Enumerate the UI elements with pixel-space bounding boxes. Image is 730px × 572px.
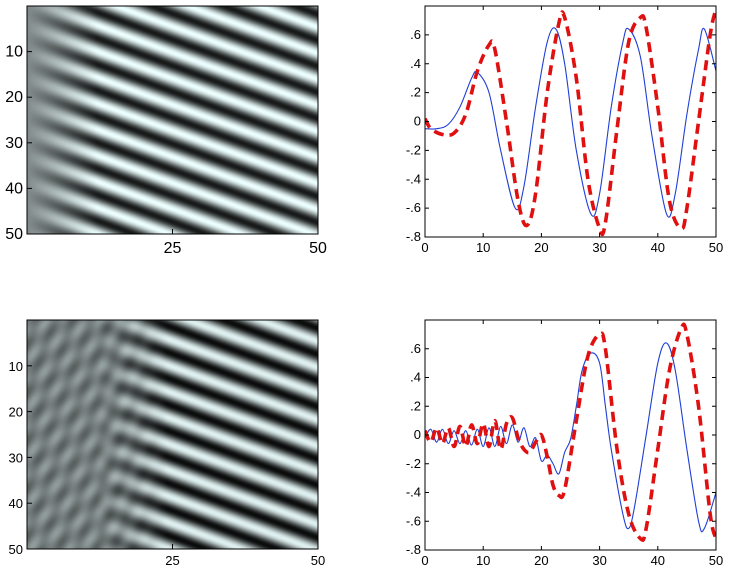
ytick-label: -.8 (406, 542, 421, 557)
series-line-1 (425, 322, 716, 543)
xtick-label: 10 (476, 553, 490, 568)
heatmap-ytick-label: 40 (5, 180, 23, 197)
ytick-label: -.2 (406, 456, 421, 471)
plot-frame (424, 5, 717, 238)
heatmap-ytick-label: 10 (5, 44, 23, 61)
ytick-label: -.6 (406, 200, 421, 215)
ytick-label: -.2 (406, 142, 421, 157)
xtick-label: 40 (651, 240, 665, 255)
ytick-label: .6 (410, 341, 421, 356)
heatmap-panel-0: 10 20 30 40 50 25 50 (5, 5, 327, 257)
heatmap-ytick-label: 50 (5, 226, 23, 243)
ytick-label: .2 (410, 398, 421, 413)
heatmap-ytick-label: 30 (9, 450, 23, 465)
xtick-label: 10 (476, 240, 490, 255)
heatmap-panel-2: 10 20 30 40 50 25 50 (9, 319, 325, 568)
heatmap-image (27, 320, 318, 549)
ytick-label: 0 (414, 114, 421, 129)
ytick-label: 0 (414, 427, 421, 442)
xtick-label: 30 (592, 553, 606, 568)
heatmap-xtick-label: 50 (309, 240, 327, 257)
heatmap-ytick-label: 50 (9, 542, 23, 557)
heatmap-ytick-label: 40 (9, 496, 23, 511)
heatmap-ytick-label: 20 (5, 89, 23, 106)
heatmap-ytick-label: 10 (9, 359, 23, 374)
heatmap-ytick-label: 30 (5, 135, 23, 152)
heatmap-image (27, 6, 318, 234)
series-line-1 (425, 8, 716, 237)
xtick-label: 20 (534, 240, 548, 255)
xtick-label: 30 (592, 240, 606, 255)
xtick-label: 40 (651, 553, 665, 568)
ytick-label: .6 (410, 27, 421, 42)
line-panel-3: -.8 -.6 -.4 -.2 0 .2 .4 .6 0 10 20 30 40 50 (406, 319, 723, 568)
xtick-label: 0 (421, 553, 428, 568)
ytick-label: -.6 (406, 513, 421, 528)
ytick-label: -.8 (406, 229, 421, 244)
heatmap-ytick-label: 20 (9, 405, 23, 420)
heatmap-xtick-label: 25 (164, 240, 182, 257)
xtick-label: 0 (421, 240, 428, 255)
ytick-label: -.4 (406, 485, 421, 500)
ytick-label: .4 (410, 56, 421, 71)
heatmap-xtick-label: 50 (311, 553, 325, 568)
xtick-label: 20 (534, 553, 548, 568)
xtick-label: 50 (709, 553, 723, 568)
ytick-label: .4 (410, 370, 421, 385)
ytick-label: -.4 (406, 171, 421, 186)
ytick-label: .2 (410, 85, 421, 100)
series-line-0 (425, 27, 716, 218)
heatmap-xtick-label: 25 (165, 553, 179, 568)
xtick-label: 50 (709, 240, 723, 255)
line-panel-1: -.8 -.6 -.4 -.2 0 .2 .4 .6 0 10 20 30 40 50 (406, 5, 723, 255)
